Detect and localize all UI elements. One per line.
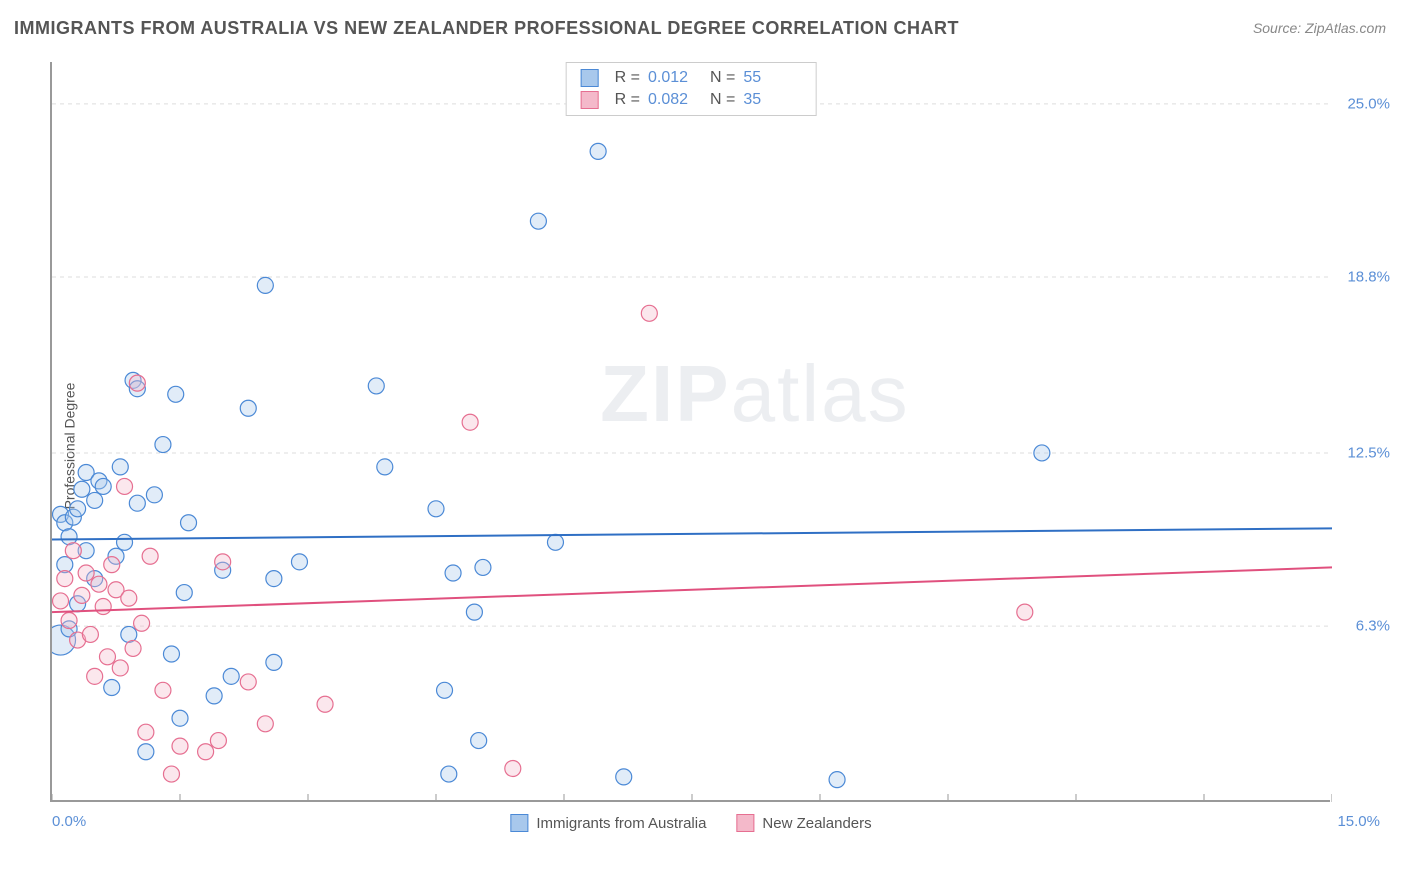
bottom-legend: Immigrants from Australia New Zealanders <box>510 814 871 832</box>
source-attribution: Source: ZipAtlas.com <box>1253 20 1386 36</box>
stats-legend-box: R =0.012N =55R =0.082N =35 <box>566 62 817 116</box>
chart-container: IMMIGRANTS FROM AUSTRALIA VS NEW ZEALAND… <box>0 0 1406 892</box>
stats-row: R =0.082N =35 <box>567 89 816 111</box>
plot-wrapper: ZIPatlas R =0.012N =55R =0.082N =35 6.3%… <box>50 62 1370 842</box>
y-tick-label: 12.5% <box>1347 444 1390 461</box>
y-tick-label: 25.0% <box>1347 95 1390 112</box>
legend-swatch <box>581 69 599 87</box>
y-tick-label: 18.8% <box>1347 269 1390 286</box>
x-tick-max-label: 15.0% <box>1337 813 1380 830</box>
legend-swatch <box>736 814 754 832</box>
x-tick-min-label: 0.0% <box>52 813 86 830</box>
legend-label: New Zealanders <box>762 815 871 832</box>
chart-title: IMMIGRANTS FROM AUSTRALIA VS NEW ZEALAND… <box>14 18 959 39</box>
legend-swatch <box>510 814 528 832</box>
plot-area: ZIPatlas R =0.012N =55R =0.082N =35 6.3%… <box>50 62 1330 802</box>
legend-swatch <box>581 91 599 109</box>
y-tick-label: 6.3% <box>1356 618 1390 635</box>
scatter-svg <box>52 62 1332 802</box>
legend-item: Immigrants from Australia <box>510 814 706 832</box>
legend-item: New Zealanders <box>736 814 871 832</box>
legend-label: Immigrants from Australia <box>536 815 706 832</box>
stats-row: R =0.012N =55 <box>567 67 816 89</box>
